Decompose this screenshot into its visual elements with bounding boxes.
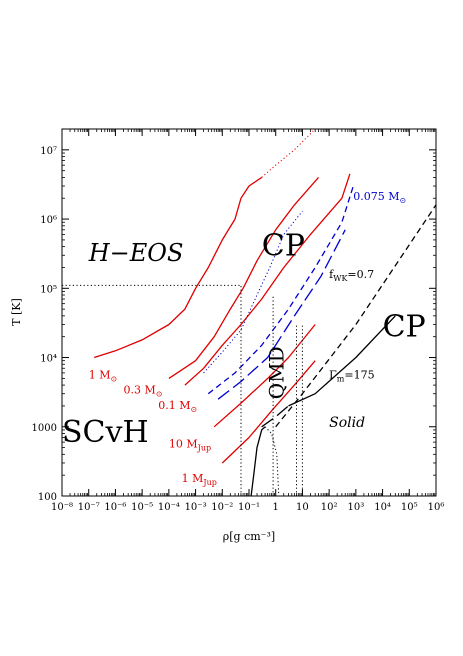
x-tick-label: 10⁻⁴ — [158, 502, 180, 513]
annotation-cp: CP — [383, 310, 426, 345]
axis-ticks: 10⁻⁸ 10⁻⁷ 10⁻⁶ 10⁻⁵ 10⁻⁴ 10⁻³ 10⁻² 10⁻¹ 1 10 10² 10… — [32, 128, 445, 513]
annotation-cp: CP — [262, 228, 305, 263]
series-line-m-175 — [288, 315, 396, 407]
annotation-solid: Solid — [329, 415, 365, 431]
annotation-qmd: QMD — [265, 346, 289, 399]
annotation-0-075-m: 0.075 M⊙ — [353, 190, 406, 205]
annotation-scvh: SCvH — [62, 415, 149, 450]
annotation-h-eos: H−EOS — [88, 239, 184, 267]
annotation-1-mjup: 1 MJup — [182, 472, 217, 487]
annotation-1-m: 1 M⊙ — [89, 368, 117, 383]
y-tick-label: 1000 — [32, 423, 57, 434]
x-tick-label: 10⁻⁸ — [51, 502, 73, 513]
series-line-0-3-m — [168, 176, 319, 379]
x-tick-label: 10⁻³ — [185, 502, 207, 513]
x-tick-label: 10⁻⁷ — [78, 502, 100, 513]
annotations: H−EOS CP SCvH CP QMD Solid fWK=0.7 Γm=175 1 M⊙ 0.… — [62, 190, 426, 487]
series-line-f-wk-0-7 — [275, 204, 437, 428]
x-tick-label: 10⁻⁵ — [131, 502, 153, 513]
y-tick-label: 10⁶ — [40, 215, 57, 226]
x-tick-label: 10⁴ — [374, 502, 391, 513]
annotation-0-3-m: 0.3 M⊙ — [123, 384, 162, 399]
series-line-0-1-m — [184, 173, 351, 386]
x-tick-label: 10² — [321, 502, 338, 513]
x-tick-label: 1 — [273, 502, 279, 513]
series-line-0-075-m — [207, 185, 354, 395]
annotation-0-1-m: 0.1 M⊙ — [158, 399, 197, 414]
y-tick-label: 10⁷ — [40, 146, 57, 157]
x-tick-label: 10⁻⁶ — [104, 502, 126, 513]
series-line-10-m-jup — [213, 324, 316, 428]
x-tick-label: 10⁵ — [401, 502, 418, 513]
x-tick-label: 10³ — [347, 502, 364, 513]
series-line-low-density-limit-dotted — [264, 426, 280, 497]
y-tick-label: 100 — [38, 492, 57, 503]
series-line-1-m-extension — [261, 128, 316, 178]
x-tick-label: 10 — [296, 502, 309, 513]
y-tick-label: 10⁵ — [40, 284, 57, 295]
y-tick-label: 10⁴ — [40, 354, 57, 365]
x-tick-label: 10⁻² — [211, 502, 233, 513]
x-tick-label: 10⁶ — [428, 502, 445, 513]
series-line-1-m — [94, 176, 263, 359]
annotation-10-mjup: 10 MJup — [169, 438, 211, 453]
x-tick-label: 10⁻¹ — [238, 502, 260, 513]
series-line-low-density-limit — [250, 426, 266, 497]
series-line-m-175-long-dash — [261, 405, 289, 428]
series-lines — [62, 128, 437, 497]
annotation-m-175: Γm=175 — [329, 368, 374, 383]
y-axis-label: T [K] — [10, 298, 23, 326]
series-line-0-075-m-long-dash — [217, 229, 346, 400]
x-axis-label: ρ[g cm⁻³] — [223, 530, 275, 543]
annotation-fwk-0-7: fWK=0.7 — [329, 268, 374, 283]
